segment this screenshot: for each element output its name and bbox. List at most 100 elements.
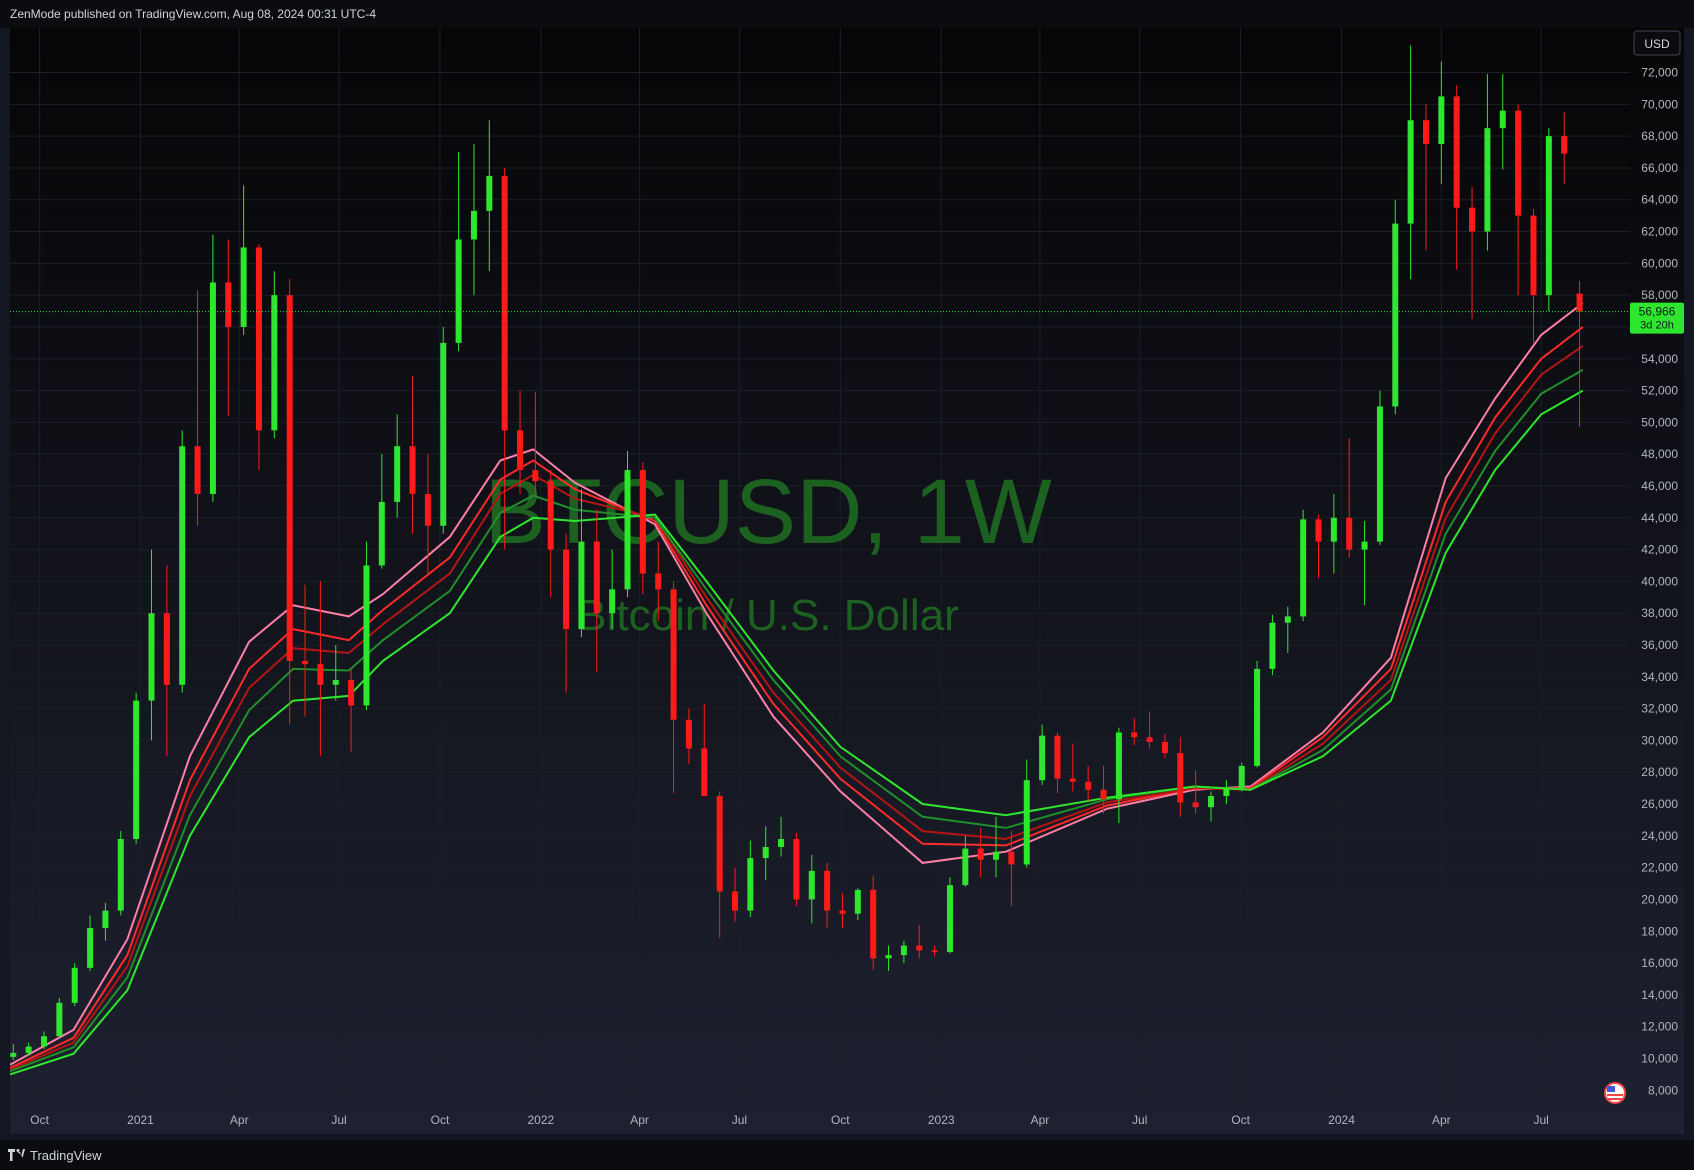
candle	[1161, 734, 1168, 758]
currency-button[interactable]: USD	[1633, 30, 1681, 56]
price-tick-label: 72,000	[1641, 66, 1678, 80]
candle	[1469, 187, 1476, 320]
candle-body	[1407, 120, 1414, 224]
candle	[348, 668, 355, 752]
candle	[286, 279, 293, 725]
candle	[225, 239, 232, 417]
candle	[148, 549, 155, 741]
candle-body	[1530, 215, 1537, 296]
candle	[133, 692, 140, 844]
candle	[486, 120, 493, 272]
candle	[455, 152, 462, 351]
candle-body	[240, 247, 247, 327]
price-tick-label: 32,000	[1641, 702, 1678, 716]
candle-body	[486, 175, 493, 211]
price-axis[interactable]: 72,000 70,000 68,000 66,000 64,000 62,000 60,0…	[1630, 28, 1684, 1134]
candle	[609, 549, 616, 630]
candle-body	[1023, 780, 1030, 865]
candle-body	[117, 839, 124, 911]
candle	[716, 791, 723, 938]
candle	[102, 902, 109, 941]
candlestick-chart[interactable]: BTCUSD, 1W Bitcoin / U.S. Dollar 72,0007…	[9, 28, 1684, 1134]
candle-body	[1208, 796, 1215, 808]
candle-body	[931, 950, 938, 952]
price-tick-label: 10,000	[1641, 1051, 1678, 1065]
candle-body	[670, 589, 677, 720]
candle-body	[808, 870, 815, 900]
price-tick-label: 30,000	[1641, 733, 1678, 747]
candle	[639, 462, 646, 595]
candle-body	[639, 470, 646, 574]
price-tick-label: 12,000	[1641, 1020, 1678, 1034]
us-flag-icon[interactable]	[1604, 1082, 1626, 1104]
candle-body	[1146, 737, 1153, 743]
time-tick-label: 2023	[928, 1113, 955, 1127]
candle-body	[609, 589, 616, 614]
candle	[1269, 614, 1276, 676]
candle-body	[1085, 781, 1092, 790]
candle-body	[302, 660, 309, 665]
candle-body	[501, 175, 508, 431]
time-tick-label: Jul	[1533, 1113, 1548, 1127]
last-price-value: 56,966	[1639, 305, 1676, 319]
candle-body	[378, 501, 385, 566]
chart-frame[interactable]: BTCUSD, 1W Bitcoin / U.S. Dollar 72,000 7…	[9, 28, 1684, 1134]
price-tick-label: 38,000	[1641, 606, 1678, 620]
candle-body	[839, 910, 846, 914]
last-price-badge: 56,966 3d 20h	[1630, 302, 1684, 334]
price-tick-label: 48,000	[1641, 447, 1678, 461]
candle-body	[1069, 778, 1076, 782]
candle-body	[1223, 788, 1230, 797]
ribbon-line	[9, 389, 1584, 1076]
candle	[762, 826, 769, 881]
candle-body	[1376, 406, 1383, 542]
candle-body	[225, 282, 232, 327]
candle	[1146, 711, 1153, 749]
time-tick-label: Apr	[1031, 1113, 1050, 1127]
time-axis[interactable]: Oct 2021 Apr Jul Oct 2022 Apr Jul Oct 2023 Apr Jul O…	[30, 1113, 1549, 1127]
candle-body	[1499, 110, 1506, 129]
candle	[1422, 104, 1429, 251]
candle-body	[685, 719, 692, 749]
price-tick-label: 18,000	[1641, 924, 1678, 938]
watermark-symbol: BTCUSD, 1W	[484, 461, 1052, 563]
time-tick-label: Oct	[431, 1113, 450, 1127]
candle	[701, 703, 708, 797]
candle-body	[778, 839, 785, 847]
ma-ribbon	[9, 302, 1584, 1076]
candle-body	[1161, 742, 1168, 754]
candle	[747, 840, 754, 917]
candle	[1223, 780, 1230, 805]
price-tick-label: 46,000	[1641, 479, 1678, 493]
candle-body	[194, 446, 201, 494]
candle-body	[163, 613, 170, 685]
candle	[1376, 390, 1383, 545]
candle-body	[1131, 732, 1138, 738]
candle	[41, 1031, 48, 1049]
candle	[1100, 765, 1107, 814]
candle-body	[1269, 622, 1276, 669]
time-tick-label: Apr	[630, 1113, 649, 1127]
candle	[731, 867, 738, 922]
time-tick-label: Oct	[30, 1113, 49, 1127]
candle	[1438, 61, 1445, 184]
published-info-text: ZenMode published on TradingView.com, Au…	[10, 7, 377, 21]
candle	[1177, 737, 1184, 817]
candle	[1238, 762, 1245, 792]
candle	[854, 888, 861, 921]
price-tick-label: 58,000	[1641, 288, 1678, 302]
candle-body	[87, 928, 94, 968]
candle	[1545, 128, 1552, 312]
candle	[363, 541, 370, 711]
candle	[1330, 493, 1337, 574]
candle-body	[701, 748, 708, 797]
candle	[1530, 209, 1537, 343]
candle-body	[900, 945, 907, 956]
time-tick-label: Oct	[1231, 1113, 1250, 1127]
candle	[670, 581, 677, 793]
candle	[1484, 74, 1491, 251]
candle-body	[455, 239, 462, 343]
candle-body	[854, 889, 861, 914]
candle	[194, 290, 201, 526]
candle	[1039, 724, 1046, 785]
